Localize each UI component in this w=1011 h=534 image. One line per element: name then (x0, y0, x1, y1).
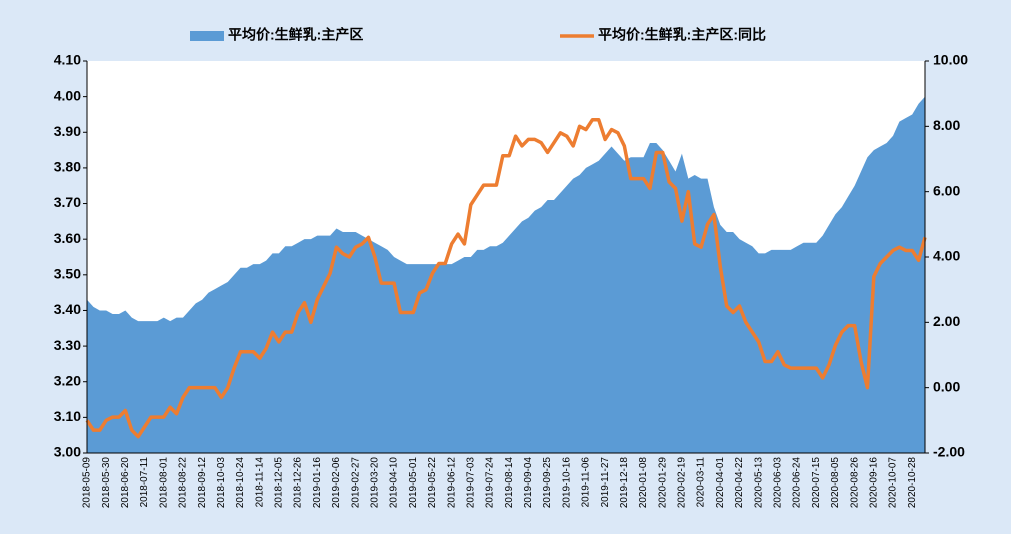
x-tick-label: 2020-04-22 (734, 457, 745, 509)
x-tick-label: 2019-08-14 (504, 457, 515, 509)
y-tick-label: 3.90 (54, 123, 81, 139)
x-tick-label: 2018-05-30 (101, 457, 112, 509)
x-tick-label: 2019-11-06 (581, 457, 592, 508)
x-tick-label: 2019-07-03 (465, 457, 476, 509)
y2-tick-label: 0.00 (933, 378, 960, 394)
y-tick-label: 4.10 (54, 52, 81, 68)
y-tick-label: 3.20 (54, 372, 81, 388)
x-tick-label: 2020-09-16 (868, 457, 879, 509)
x-tick-label: 2018-11-14 (254, 457, 265, 508)
x-tick-label: 2020-01-08 (638, 457, 649, 509)
x-tick-label: 2019-09-04 (523, 457, 534, 509)
x-tick-label: 2018-08-01 (158, 457, 169, 509)
x-tick-label: 2019-11-27 (600, 457, 611, 508)
y2-tick-label: -2.00 (933, 444, 965, 460)
x-tick-label: 2018-09-12 (197, 457, 208, 509)
x-tick-label: 2018-08-22 (178, 457, 189, 509)
legend-label: 平均价:生鲜乳:主产区 (228, 27, 363, 43)
x-tick-label: 2020-01-29 (657, 457, 668, 509)
x-tick-label: 2018-12-05 (274, 457, 285, 509)
x-tick-label: 2019-04-10 (389, 457, 400, 509)
x-tick-label: 2020-08-26 (849, 457, 860, 509)
x-tick-label: 2020-10-07 (888, 457, 899, 509)
x-tick-label: 2019-09-25 (542, 457, 553, 509)
x-tick-label: 2020-05-13 (753, 457, 764, 509)
x-tick-label: 2020-06-24 (792, 457, 803, 509)
x-tick-label: 2020-08-05 (830, 457, 841, 509)
y2-tick-label: 6.00 (933, 182, 960, 198)
x-tick-label: 2019-12-18 (619, 457, 630, 509)
x-tick-label: 2018-10-03 (216, 457, 227, 509)
y2-tick-label: 8.00 (933, 117, 960, 133)
x-tick-label: 2018-07-11 (139, 457, 150, 508)
x-tick-label: 2020-10-28 (907, 457, 918, 509)
x-tick-label: 2018-05-09 (82, 457, 93, 509)
x-tick-label: 2019-06-12 (446, 457, 457, 509)
y-tick-label: 3.00 (54, 444, 81, 460)
x-tick-label: 2018-12-26 (293, 457, 304, 509)
x-tick-label: 2019-03-20 (370, 457, 381, 509)
x-tick-label: 2020-06-03 (773, 457, 784, 509)
y-tick-label: 3.70 (54, 194, 81, 210)
y-tick-label: 3.80 (54, 159, 81, 175)
x-tick-label: 2019-01-16 (312, 457, 323, 509)
x-tick-label: 2019-05-01 (408, 457, 419, 509)
x-tick-label: 2019-05-22 (427, 457, 438, 509)
x-tick-label: 2018-06-20 (120, 457, 131, 509)
legend-label: 平均价:生鲜乳:主产区:同比 (598, 27, 766, 43)
x-tick-label: 2020-02-19 (677, 457, 688, 509)
area (87, 96, 925, 454)
y-tick-label: 3.40 (54, 301, 81, 317)
legend-swatch (190, 31, 224, 41)
x-tick-label: 2020-04-01 (715, 457, 726, 509)
y2-tick-label: 10.00 (933, 52, 968, 68)
y-tick-label: 4.00 (54, 87, 81, 103)
x-tick-label: 2019-02-06 (331, 457, 342, 509)
y2-tick-label: 2.00 (933, 313, 960, 329)
x-tick-label: 2018-10-24 (235, 457, 246, 509)
y-tick-label: 3.30 (54, 337, 81, 353)
x-tick-label: 2020-03-11 (696, 457, 707, 508)
x-tick-label: 2020-07-15 (811, 457, 822, 509)
line (85, 118, 927, 439)
y2-tick-label: 4.00 (933, 248, 960, 264)
y-tick-label: 3.60 (54, 230, 81, 246)
x-tick-label: 2019-07-24 (485, 457, 496, 509)
y-tick-label: 3.50 (54, 266, 81, 282)
y-tick-label: 3.10 (54, 408, 81, 424)
x-tick-label: 2019-10-16 (561, 457, 572, 509)
x-tick-label: 2019-02-27 (350, 457, 361, 509)
